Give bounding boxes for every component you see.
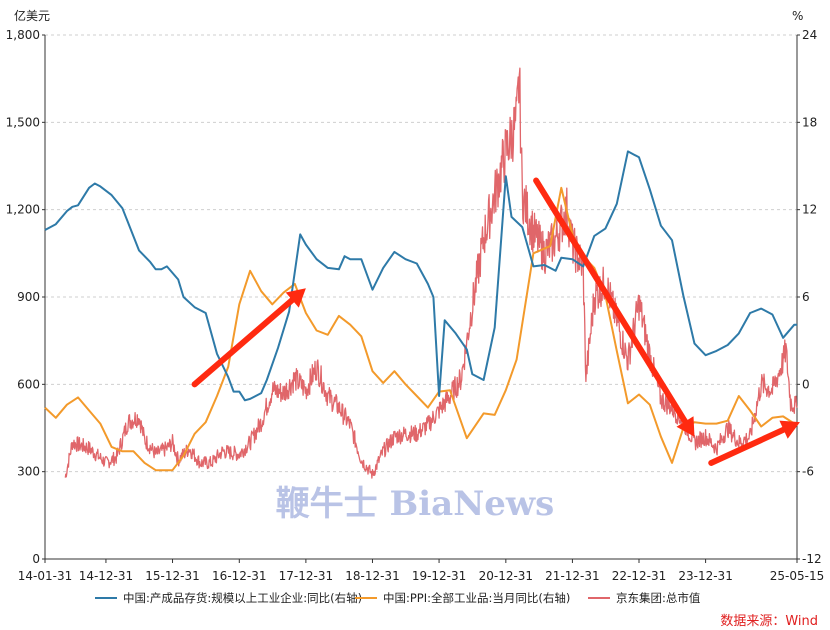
left-tick-label: 1,200 — [6, 203, 40, 217]
legend-label-2: 京东集团:总市值 — [616, 591, 701, 605]
x-tick-label: 18-12-31 — [345, 569, 399, 583]
watermark-text: 鞭牛士 BiaNews — [276, 484, 555, 524]
right-tick-label: -12 — [802, 552, 822, 566]
annotation-arrowhead-0 — [285, 288, 306, 308]
left-tick-label: 900 — [17, 290, 40, 304]
grid-lines — [45, 34, 797, 473]
x-tick-label: 20-12-31 — [479, 569, 533, 583]
source-note: 数据来源：Wind — [720, 614, 818, 629]
legend-label-0: 中国:产成品存货:规模以上工业企业:同比(右轴) — [123, 591, 362, 605]
annotation-arrow-2 — [708, 426, 787, 466]
left-tick-label: 0 — [32, 552, 40, 566]
legend-label-1: 中国:PPI:全部工业品:当月同比(右轴) — [383, 591, 570, 605]
x-tick-label: 15-12-31 — [145, 569, 199, 583]
right-tick-label: -6 — [802, 465, 814, 479]
annotation-arrow-0 — [191, 297, 296, 388]
x-tick-label: 22-12-31 — [612, 569, 666, 583]
x-tick-label: 19-12-31 — [412, 569, 466, 583]
left-axis-unit: 亿美元 — [14, 8, 50, 23]
left-tick-label: 1,800 — [6, 28, 40, 42]
right-tick-label: 0 — [802, 377, 810, 391]
legend: 中国:产成品存货:规模以上工业企业:同比(右轴) 中国:PPI:全部工业品:当月同… — [95, 591, 701, 605]
annotation-arrowhead-1 — [676, 416, 695, 437]
x-tick-label: 16-12-31 — [212, 569, 266, 583]
annotation-arrowhead-2 — [779, 420, 800, 439]
right-axis-unit: % — [792, 9, 803, 23]
series-line-2 — [64, 67, 798, 479]
axes: 0 -12 300 -6 600 0 900 6 1,200 12 1,500 18 1,800 24 14… — [6, 28, 825, 583]
series-line-0 — [44, 150, 797, 402]
x-tick-label: 14-12-31 — [79, 569, 133, 583]
left-tick-label: 300 — [17, 465, 40, 479]
x-tick-label: 14-01-31 — [18, 569, 72, 583]
left-tick-label: 1,500 — [6, 115, 40, 129]
x-tick-label: 17-12-31 — [279, 569, 333, 583]
x-tick-label: 25-05-15 — [770, 569, 824, 583]
right-tick-label: 18 — [802, 115, 817, 129]
right-tick-label: 12 — [802, 203, 817, 217]
right-tick-label: 24 — [802, 28, 817, 42]
annotation-arrow-1 — [533, 177, 689, 425]
annotation-arrows — [191, 177, 800, 466]
x-tick-label: 21-12-31 — [545, 569, 599, 583]
x-tick-label: 23-12-31 — [678, 569, 732, 583]
left-tick-label: 600 — [17, 377, 40, 391]
watermark: 鞭牛士 BiaNews — [276, 484, 555, 524]
right-tick-label: 6 — [802, 290, 810, 304]
